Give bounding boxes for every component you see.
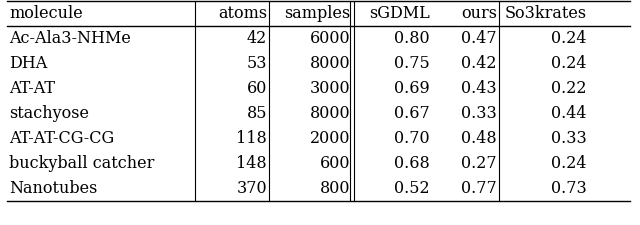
Text: 0.77: 0.77 [461,179,497,196]
Text: AT-AT: AT-AT [9,80,55,97]
Text: ours: ours [461,5,497,22]
Text: 0.24: 0.24 [551,55,586,72]
Text: 0.80: 0.80 [394,30,430,47]
Text: 148: 148 [236,155,267,171]
Text: 0.33: 0.33 [461,105,497,122]
Text: 6000: 6000 [309,30,350,47]
Text: 800: 800 [319,179,350,196]
Text: 0.33: 0.33 [550,130,586,146]
Text: stachyose: stachyose [9,105,89,122]
Text: Nanotubes: Nanotubes [9,179,97,196]
Text: 0.27: 0.27 [461,155,497,171]
Text: 0.24: 0.24 [551,30,586,47]
Text: 118: 118 [236,130,267,146]
Text: 3000: 3000 [309,80,350,97]
Text: 0.48: 0.48 [461,130,497,146]
Text: 0.69: 0.69 [394,80,430,97]
Text: 0.42: 0.42 [461,55,497,72]
Text: 60: 60 [246,80,267,97]
Text: sGDML: sGDML [369,5,430,22]
Text: 0.47: 0.47 [461,30,497,47]
Text: So3krates: So3krates [504,5,586,22]
Text: 0.67: 0.67 [394,105,430,122]
Text: 0.44: 0.44 [551,105,586,122]
Text: 42: 42 [247,30,267,47]
Text: 2000: 2000 [310,130,350,146]
Text: Ac-Ala3-NHMe: Ac-Ala3-NHMe [9,30,131,47]
Text: 8000: 8000 [309,55,350,72]
Text: 600: 600 [319,155,350,171]
Text: 0.75: 0.75 [394,55,430,72]
Text: samples: samples [284,5,350,22]
Text: buckyball catcher: buckyball catcher [9,155,154,171]
Text: DHA: DHA [9,55,47,72]
Text: AT-AT-CG-CG: AT-AT-CG-CG [9,130,115,146]
Text: 0.73: 0.73 [550,179,586,196]
Text: atoms: atoms [218,5,267,22]
Text: molecule: molecule [9,5,83,22]
Text: 0.52: 0.52 [394,179,430,196]
Text: 0.68: 0.68 [394,155,430,171]
Text: 0.43: 0.43 [461,80,497,97]
Text: 370: 370 [236,179,267,196]
Text: 0.70: 0.70 [394,130,430,146]
Text: 0.24: 0.24 [551,155,586,171]
Text: 8000: 8000 [309,105,350,122]
Text: 53: 53 [246,55,267,72]
Text: 0.22: 0.22 [551,80,586,97]
Text: 85: 85 [246,105,267,122]
